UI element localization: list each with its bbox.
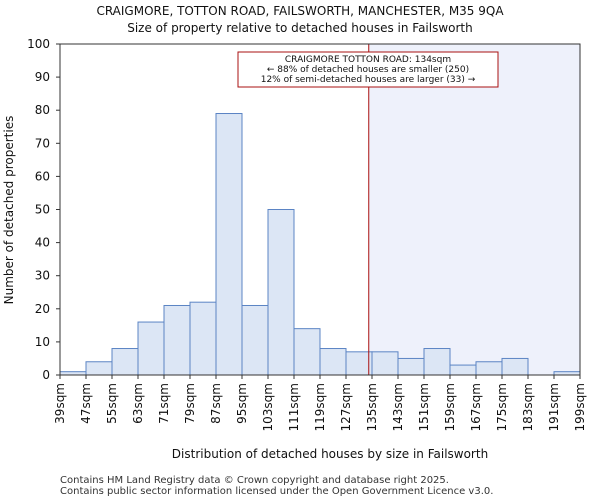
- y-axis-label: Number of detached properties: [2, 116, 16, 305]
- bar: [449, 364, 477, 376]
- x-tick-label: 63sqm: [131, 383, 145, 424]
- y-tick-label: 50: [35, 203, 50, 217]
- y-tick-label: 30: [35, 269, 50, 283]
- bar: [423, 348, 451, 376]
- y-tick-label: 10: [35, 335, 50, 349]
- x-tick-label: 183sqm: [521, 383, 535, 431]
- bar: [215, 113, 243, 376]
- y-axis-ticks: 0 10 20 30 40 50 60 70 80 90 100: [27, 37, 60, 382]
- x-tick-label: 71sqm: [157, 383, 171, 424]
- x-tick-label: 191sqm: [547, 383, 561, 431]
- x-tick-label: 159sqm: [443, 383, 457, 431]
- x-tick-label: 127sqm: [339, 383, 353, 431]
- x-tick-label: 47sqm: [79, 383, 93, 424]
- footer-line-2: Contains public sector information licen…: [60, 486, 493, 497]
- x-tick-label: 103sqm: [261, 383, 275, 431]
- y-tick-label: 20: [35, 302, 50, 316]
- annotation-box: [237, 51, 499, 88]
- annotation-line-1: CRAIGMORE TOTTON ROAD: 134sqm: [285, 55, 451, 65]
- annotation-line-3: 12% of semi-detached houses are larger (…: [261, 75, 476, 85]
- chart-title: CRAIGMORE, TOTTON ROAD, FAILSWORTH, MANC…: [96, 4, 504, 18]
- x-tick-label: 55sqm: [105, 383, 119, 424]
- bar: [319, 348, 347, 376]
- x-tick-label: 143sqm: [391, 383, 405, 431]
- bar: [85, 361, 113, 376]
- x-axis-ticks: 39sqm 47sqm 55sqm 63sqm 71sqm 79sqm 87sqm 95sqm…: [53, 375, 587, 431]
- annotation-line-2: ← 88% of detached houses are smaller (25…: [267, 65, 469, 75]
- bar: [267, 209, 295, 376]
- x-tick-label: 199sqm: [573, 383, 587, 431]
- x-tick-label: 79sqm: [183, 383, 197, 424]
- highlight-region: [368, 44, 580, 375]
- y-tick-label: 90: [35, 70, 50, 84]
- bar: [241, 304, 269, 376]
- x-tick-label: 39sqm: [53, 383, 67, 424]
- bar: [397, 357, 425, 376]
- bar: [371, 351, 399, 376]
- property-annotation: CRAIGMORE TOTTON ROAD: 134sqm ← 88% of d…: [237, 51, 499, 88]
- bar: [163, 304, 191, 376]
- bar: [501, 357, 529, 376]
- bar: [137, 321, 165, 376]
- x-tick-label: 135sqm: [365, 383, 379, 431]
- x-tick-label: 111sqm: [287, 383, 301, 431]
- y-tick-label: 70: [35, 136, 50, 150]
- x-tick-label: 151sqm: [417, 383, 431, 431]
- x-tick-label: 167sqm: [469, 383, 483, 431]
- plot-area: 0 10 20 30 40 50 60 70 80 90 100 39sqm 47sqm 55sqm 63…: [27, 37, 587, 431]
- bar: [475, 361, 503, 376]
- footer-line-1: Contains HM Land Registry data © Crown c…: [60, 475, 449, 486]
- y-tick-label: 40: [35, 236, 50, 250]
- bar: [111, 348, 139, 376]
- x-tick-label: 175sqm: [495, 383, 509, 431]
- x-axis-label: Distribution of detached houses by size …: [172, 447, 488, 461]
- x-tick-label: 87sqm: [209, 383, 223, 424]
- bars: [59, 113, 581, 376]
- chart-subtitle: Size of property relative to detached ho…: [127, 21, 473, 35]
- x-tick-label: 119sqm: [313, 383, 327, 431]
- x-tick-label: 95sqm: [235, 383, 249, 424]
- bar: [189, 301, 217, 376]
- y-tick-label: 100: [27, 37, 50, 51]
- y-tick-label: 80: [35, 103, 50, 117]
- y-tick-label: 0: [42, 368, 50, 382]
- bar: [345, 351, 373, 376]
- bar: [293, 328, 321, 376]
- y-tick-label: 60: [35, 169, 50, 183]
